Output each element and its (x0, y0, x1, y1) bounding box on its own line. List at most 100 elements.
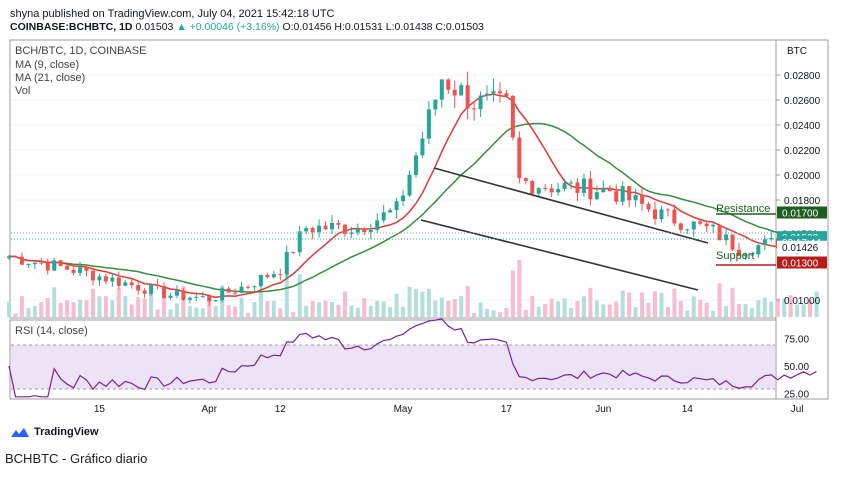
candle-body (459, 85, 464, 96)
volume-bar (614, 301, 619, 317)
price-axis-ticks: 0.02800 0.02600 0.02400 0.02200 0.02000 0.018… (776, 71, 821, 307)
volume-bar (504, 307, 509, 317)
volume-bar (588, 287, 593, 317)
volume-bar (297, 274, 302, 317)
candle-body (194, 296, 199, 298)
candle-body (640, 195, 645, 204)
volume-bar (795, 304, 800, 317)
candle-body (672, 209, 677, 224)
candle-body (543, 188, 548, 190)
candle-body (304, 228, 309, 232)
price-axis[interactable] (775, 39, 829, 400)
candle-body (26, 264, 31, 266)
volume-bar (711, 310, 716, 317)
candle-body (420, 138, 425, 156)
candle-body (575, 182, 580, 193)
candle-body (349, 232, 354, 234)
time-tick-label: 15 (94, 404, 106, 415)
volume-bar (13, 313, 18, 317)
volume-bar (601, 304, 606, 317)
volume-bar (646, 302, 651, 317)
candle-body (588, 178, 593, 200)
candle-body (65, 265, 70, 270)
candle-body (601, 187, 606, 193)
volume-bar (181, 286, 186, 317)
candle-body (258, 274, 263, 287)
volume-bar (187, 306, 192, 317)
candle-body (13, 256, 18, 258)
volume-bar (381, 301, 386, 317)
volume-bar (556, 301, 561, 317)
volume-bar (756, 300, 761, 317)
candle-body (730, 234, 735, 250)
volume-bar (252, 302, 257, 317)
volume-bar (78, 299, 83, 317)
volume-bar (84, 300, 89, 317)
volume-bar (465, 285, 470, 317)
price-tick-label: 0.02600 (784, 96, 821, 107)
ma9-line (8, 93, 817, 299)
volume-bar (672, 288, 677, 317)
volume-bar (401, 306, 406, 317)
candle-body (523, 178, 528, 182)
candle-body (556, 188, 561, 193)
volume-bar (814, 291, 819, 317)
candle-body (724, 234, 729, 241)
volume-bar (45, 298, 50, 317)
ma21-line (8, 122, 817, 293)
volume-bar (472, 313, 477, 317)
candle-body (220, 288, 225, 301)
candle-body (136, 284, 141, 291)
candle-body (103, 276, 108, 282)
volume-bar (459, 296, 464, 317)
candle-body (530, 181, 535, 194)
volume-bar (7, 301, 11, 317)
candles (7, 71, 819, 306)
volume-bar (310, 300, 315, 317)
volume-bar (233, 306, 238, 317)
volume-bar (71, 302, 76, 317)
candle-body (549, 188, 554, 193)
candle-body (297, 231, 302, 253)
volume-bar (97, 296, 102, 317)
candle-body (497, 91, 502, 94)
candle-body (181, 290, 186, 300)
volume-bar (678, 300, 683, 317)
volume-bar (213, 306, 218, 317)
main-pane (9, 39, 777, 319)
candle-body (394, 201, 399, 211)
volume-bar (633, 307, 638, 317)
candle-body (110, 277, 115, 282)
volume-bar (736, 303, 741, 317)
volume-bar (330, 301, 334, 317)
rsi-line (8, 318, 817, 398)
candle-body (569, 182, 574, 184)
tradingview-logo[interactable]: TradingView (10, 426, 99, 438)
volume-bar (291, 312, 296, 317)
price-label-text: 0.01700 (782, 209, 819, 220)
volume-bar (788, 295, 793, 317)
volume-bar (394, 293, 399, 317)
volume-bar (426, 288, 431, 317)
volume-bar (730, 287, 735, 317)
volume-bar (317, 302, 322, 317)
volume-bar (155, 309, 160, 317)
volume-bar (413, 288, 418, 317)
candle-body (291, 252, 296, 254)
candle-body (19, 256, 24, 265)
volume-bar (659, 292, 664, 317)
volume-bar (698, 299, 703, 317)
volume-bar (717, 283, 722, 317)
channel-lower-line (420, 219, 699, 291)
candle-body (375, 220, 380, 230)
volume-bar (174, 303, 179, 317)
volume-bar (581, 296, 586, 317)
candle-body (504, 93, 509, 96)
volume-bar (110, 300, 115, 317)
volume-bar (349, 305, 354, 317)
candle-body (355, 228, 360, 233)
candle-body (762, 239, 767, 246)
candle-body (452, 89, 457, 96)
candle-body (614, 191, 619, 202)
